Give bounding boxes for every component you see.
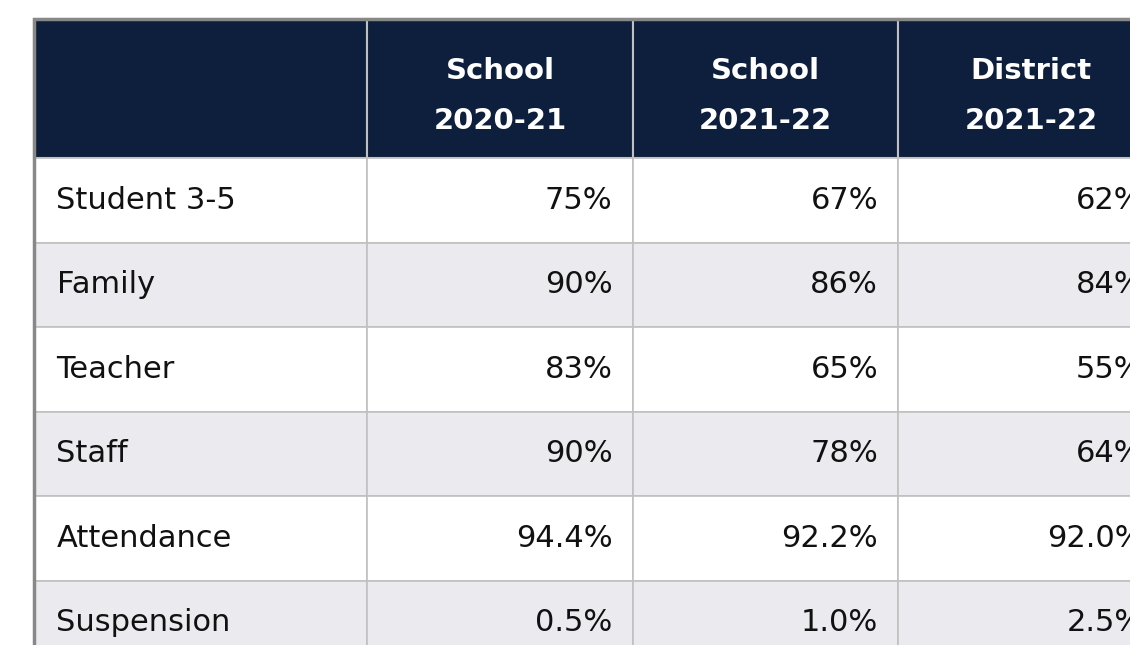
Bar: [34, 243, 367, 327]
Bar: [34, 327, 367, 412]
Text: 94.4%: 94.4%: [515, 524, 612, 553]
Bar: [34, 158, 367, 243]
Bar: [34, 19, 367, 158]
Bar: [633, 580, 898, 645]
Text: School: School: [445, 57, 555, 84]
Bar: [898, 19, 1130, 158]
Text: 67%: 67%: [810, 186, 878, 215]
Text: 62%: 62%: [1076, 186, 1130, 215]
Text: District: District: [971, 57, 1092, 84]
Text: 92.2%: 92.2%: [781, 524, 878, 553]
Text: 2021-22: 2021-22: [965, 106, 1097, 135]
Text: Family: Family: [56, 270, 155, 299]
Text: Staff: Staff: [56, 439, 128, 468]
Text: Teacher: Teacher: [56, 355, 175, 384]
Bar: [633, 496, 898, 580]
Text: 92.0%: 92.0%: [1046, 524, 1130, 553]
Text: 86%: 86%: [810, 270, 878, 299]
Text: Suspension: Suspension: [56, 608, 231, 637]
Text: 75%: 75%: [545, 186, 612, 215]
Text: 90%: 90%: [545, 270, 612, 299]
Text: 55%: 55%: [1076, 355, 1130, 384]
Bar: [633, 243, 898, 327]
Bar: [898, 158, 1130, 243]
Text: 78%: 78%: [810, 439, 878, 468]
Bar: [367, 327, 633, 412]
Bar: [34, 412, 367, 496]
Bar: [898, 243, 1130, 327]
Text: 2020-21: 2020-21: [434, 106, 566, 135]
Bar: [898, 412, 1130, 496]
Text: School: School: [711, 57, 820, 84]
Bar: [367, 19, 633, 158]
Bar: [367, 158, 633, 243]
Text: 84%: 84%: [1076, 270, 1130, 299]
Text: 2.5%: 2.5%: [1067, 608, 1130, 637]
Bar: [898, 327, 1130, 412]
Bar: [34, 580, 367, 645]
Text: 64%: 64%: [1076, 439, 1130, 468]
Text: 83%: 83%: [545, 355, 612, 384]
Text: Student 3-5: Student 3-5: [56, 186, 236, 215]
Bar: [34, 496, 367, 580]
Text: 2021-22: 2021-22: [699, 106, 832, 135]
Bar: [367, 580, 633, 645]
Bar: [898, 580, 1130, 645]
Text: 65%: 65%: [810, 355, 878, 384]
Bar: [633, 158, 898, 243]
Bar: [633, 327, 898, 412]
Text: 1.0%: 1.0%: [801, 608, 878, 637]
Bar: [898, 496, 1130, 580]
Bar: [367, 412, 633, 496]
Bar: [367, 243, 633, 327]
Text: Attendance: Attendance: [56, 524, 232, 553]
Bar: [633, 19, 898, 158]
Bar: [633, 412, 898, 496]
Text: 90%: 90%: [545, 439, 612, 468]
Text: 0.5%: 0.5%: [536, 608, 612, 637]
Bar: [367, 496, 633, 580]
